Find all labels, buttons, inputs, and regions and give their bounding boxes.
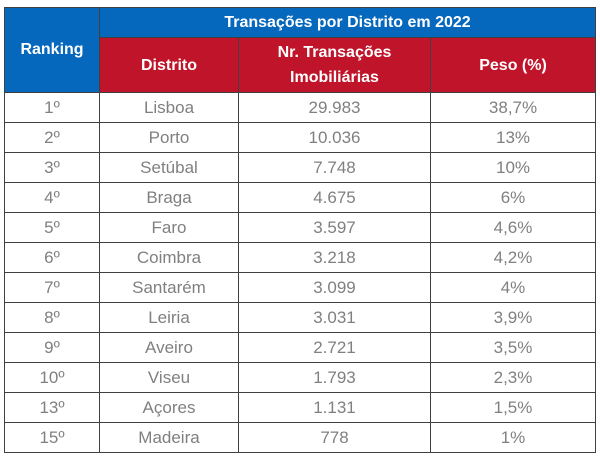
cell-ranking: 8º <box>4 302 100 333</box>
cell-transacoes: 3.099 <box>238 272 431 303</box>
cell-transacoes: 4.675 <box>238 182 431 213</box>
cell-ranking: 2º <box>4 122 100 153</box>
table-row: 6º Coimbra 3.218 4,2% <box>4 242 597 273</box>
cell-distrito: Porto <box>99 122 239 153</box>
cell-ranking: 3º <box>4 152 100 183</box>
cell-transacoes: 3.597 <box>238 212 431 243</box>
cell-distrito: Açores <box>99 392 239 423</box>
cell-peso: 4% <box>429 272 597 303</box>
table-row: 4º Braga 4.675 6% <box>4 182 597 213</box>
header-transacoes-line1: Nr. Transações <box>277 44 392 61</box>
cell-distrito: Viseu <box>99 362 239 393</box>
cell-peso: 4,6% <box>429 212 597 243</box>
cell-distrito: Faro <box>99 212 239 243</box>
table-row: 1º Lisboa 29.983 38,7% <box>4 92 597 123</box>
table-row: 3º Setúbal 7.748 10% <box>4 152 597 183</box>
header-peso: Peso (%) <box>429 37 597 93</box>
header-distrito: Distrito <box>99 37 239 93</box>
table-row: 9º Aveiro 2.721 3,5% <box>4 332 597 363</box>
cell-ranking: 7º <box>4 272 100 303</box>
cell-transacoes: 7.748 <box>238 152 431 183</box>
cell-transacoes: 29.983 <box>238 92 431 123</box>
cell-distrito: Aveiro <box>99 332 239 363</box>
cell-ranking: 10º <box>4 362 100 393</box>
cell-ranking: 4º <box>4 182 100 213</box>
header-ranking: Ranking <box>4 7 100 93</box>
cell-transacoes: 3.218 <box>238 242 431 273</box>
cell-transacoes: 10.036 <box>238 122 431 153</box>
cell-peso: 13% <box>429 122 597 153</box>
cell-peso: 38,7% <box>429 92 597 123</box>
cell-distrito: Santarém <box>99 272 239 303</box>
table-title: Transações por Distrito em 2022 <box>98 7 597 38</box>
cell-transacoes: 2.721 <box>238 332 431 363</box>
cell-ranking: 5º <box>4 212 100 243</box>
cell-peso: 6% <box>429 182 597 213</box>
cell-ranking: 13º <box>4 392 100 423</box>
cell-peso: 3,9% <box>429 302 597 333</box>
cell-transacoes: 1.131 <box>238 392 431 423</box>
transactions-table: Ranking Transações por Distrito em 2022 … <box>4 7 597 453</box>
cell-distrito: Braga <box>99 182 239 213</box>
cell-distrito: Coimbra <box>99 242 239 273</box>
cell-peso: 1,5% <box>429 392 597 423</box>
header-transacoes-line2: Imobiliárias <box>290 69 379 86</box>
cell-distrito: Lisboa <box>99 92 239 123</box>
table-row: 5º Faro 3.597 4,6% <box>4 212 597 243</box>
cell-transacoes: 3.031 <box>238 302 431 333</box>
cell-peso: 4,2% <box>429 242 597 273</box>
cell-transacoes: 778 <box>238 422 431 453</box>
table-row: 2º Porto 10.036 13% <box>4 122 597 153</box>
cell-ranking: 6º <box>4 242 100 273</box>
cell-distrito: Setúbal <box>99 152 239 183</box>
header-transacoes: Nr. Transações Imobiliárias <box>238 37 431 93</box>
cell-peso: 1% <box>429 422 597 453</box>
cell-ranking: 1º <box>4 92 100 123</box>
cell-peso: 10% <box>429 152 597 183</box>
table-row: 7º Santarém 3.099 4% <box>4 272 597 303</box>
table-row: 10º Viseu 1.793 2,3% <box>4 362 597 393</box>
cell-transacoes: 1.793 <box>238 362 431 393</box>
cell-peso: 2,3% <box>429 362 597 393</box>
cell-ranking: 15º <box>4 422 100 453</box>
cell-distrito: Leiria <box>99 302 239 333</box>
cell-distrito: Madeira <box>99 422 239 453</box>
cell-peso: 3,5% <box>429 332 597 363</box>
table-row: 15º Madeira 778 1% <box>4 422 597 453</box>
cell-ranking: 9º <box>4 332 100 363</box>
table-row: 8º Leiria 3.031 3,9% <box>4 302 597 333</box>
table-row: 13º Açores 1.131 1,5% <box>4 392 597 423</box>
